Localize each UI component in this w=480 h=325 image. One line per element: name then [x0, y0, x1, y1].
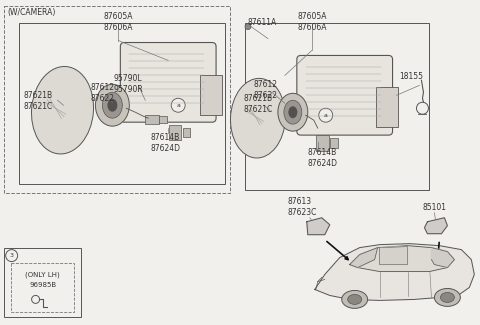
Bar [200, 75, 222, 115]
Bar [4, 248, 82, 317]
Text: 87621B
87621C: 87621B 87621C [244, 94, 273, 114]
Polygon shape [307, 218, 330, 235]
Bar [330, 138, 338, 148]
FancyBboxPatch shape [120, 43, 216, 122]
FancyBboxPatch shape [297, 56, 393, 135]
Ellipse shape [96, 84, 129, 126]
Circle shape [319, 108, 333, 122]
Polygon shape [315, 244, 474, 300]
Bar [316, 135, 329, 151]
Bar [11, 263, 74, 312]
Circle shape [171, 98, 185, 112]
Bar [183, 128, 190, 137]
Bar [245, 23, 430, 190]
Ellipse shape [278, 93, 308, 131]
Text: 95790L
95790R: 95790L 95790R [113, 74, 143, 95]
Polygon shape [350, 246, 455, 271]
Bar [145, 115, 159, 124]
Bar [169, 125, 181, 140]
Polygon shape [380, 247, 408, 265]
Polygon shape [350, 248, 378, 267]
Ellipse shape [288, 106, 297, 118]
Text: 18155: 18155 [399, 72, 423, 81]
Text: 87612
87622: 87612 87622 [254, 80, 278, 100]
Text: 87621B
87621C: 87621B 87621C [24, 91, 53, 111]
Text: 87605A
87606A: 87605A 87606A [297, 12, 326, 32]
Ellipse shape [434, 289, 460, 306]
Text: 96985B: 96985B [29, 282, 56, 289]
Bar [376, 87, 397, 127]
Polygon shape [424, 218, 447, 234]
Circle shape [245, 24, 251, 30]
Text: 87614B
87624D: 87614B 87624D [150, 133, 180, 153]
Text: 85101: 85101 [422, 203, 446, 212]
Bar [159, 116, 167, 123]
Polygon shape [432, 248, 455, 267]
Text: 3: 3 [10, 253, 13, 258]
Ellipse shape [441, 292, 455, 302]
Text: 87613
87623C: 87613 87623C [288, 197, 317, 217]
Ellipse shape [342, 291, 368, 308]
Text: a: a [176, 103, 180, 108]
Text: 87612
87622: 87612 87622 [90, 83, 114, 103]
Circle shape [6, 250, 18, 262]
Text: 87614B
87624D: 87614B 87624D [308, 148, 338, 168]
Ellipse shape [230, 78, 286, 158]
Ellipse shape [348, 294, 361, 305]
Bar [19, 23, 225, 184]
Ellipse shape [32, 67, 94, 154]
Text: 87605A
87606A: 87605A 87606A [104, 12, 133, 32]
Bar [4, 6, 230, 193]
Text: (W/CAMERA): (W/CAMERA) [8, 8, 56, 17]
Ellipse shape [102, 92, 122, 118]
Ellipse shape [284, 100, 302, 124]
Ellipse shape [108, 99, 117, 112]
Text: a: a [324, 113, 328, 118]
Text: (ONLY LH): (ONLY LH) [25, 271, 60, 278]
Text: 87611A: 87611A [248, 18, 277, 27]
